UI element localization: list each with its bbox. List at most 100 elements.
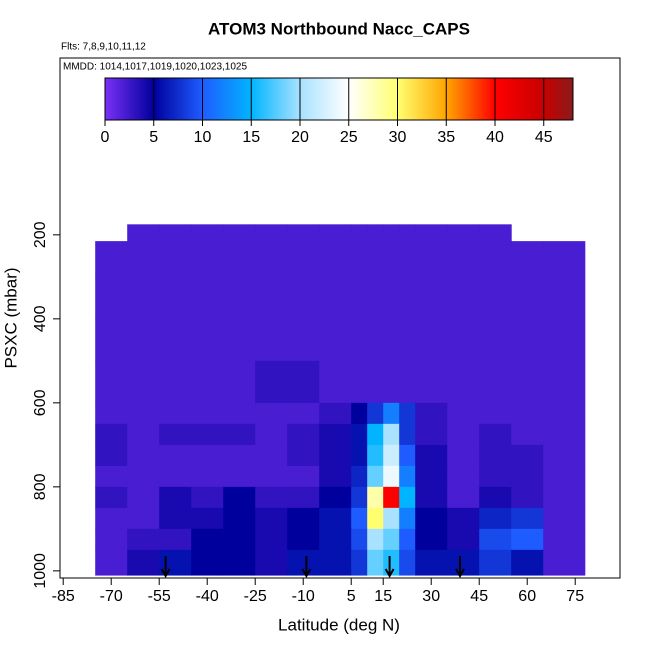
heat-cell	[511, 276, 544, 320]
heat-cell	[479, 528, 512, 551]
heat-cell	[399, 444, 416, 467]
heat-cell	[127, 402, 160, 425]
heat-cell	[255, 402, 288, 425]
heat-cell	[191, 507, 224, 530]
heat-cell	[127, 486, 160, 509]
heat-cell	[127, 241, 160, 278]
heat-cell	[95, 507, 128, 530]
heat-cell	[287, 241, 320, 278]
heat-cell	[351, 528, 368, 551]
colorbar-tick-label: 10	[194, 129, 212, 146]
arrow	[160, 556, 171, 579]
heat-cell	[479, 402, 512, 425]
heat-cell	[399, 528, 416, 551]
heat-cell	[287, 444, 320, 467]
heat-cell	[399, 507, 416, 530]
y-tick-label: 1000	[32, 553, 49, 589]
heat-cell	[367, 528, 384, 551]
heat-cell	[479, 444, 512, 467]
heat-cell	[511, 444, 544, 467]
heat-cell	[351, 507, 368, 530]
heat-cell	[127, 528, 160, 551]
heat-cell	[191, 444, 224, 467]
heat-cell	[383, 402, 400, 425]
x-tick-label: 75	[566, 588, 584, 605]
heat-cell	[511, 241, 544, 278]
heat-cell	[415, 465, 448, 488]
subtitle: Flts: 7,8,9,10,11,12	[61, 42, 146, 53]
heat-cell	[399, 276, 416, 320]
heat-cell	[159, 224, 192, 242]
heat-cell	[287, 423, 320, 446]
heat-cell	[479, 486, 512, 509]
heat-cell	[95, 444, 128, 467]
heat-cell	[543, 241, 586, 278]
x-tick-label: 30	[422, 588, 440, 605]
heat-cell	[543, 465, 586, 488]
heat-cell	[127, 549, 160, 576]
heat-cell	[191, 465, 224, 488]
heat-cell	[223, 528, 256, 551]
heat-cell	[415, 444, 448, 467]
heat-cell	[319, 402, 352, 425]
heat-cell	[223, 486, 256, 509]
heat-cell	[95, 486, 128, 509]
heat-cell	[399, 360, 416, 404]
heat-cell	[351, 318, 368, 362]
heat-cell	[287, 507, 320, 530]
heat-cell	[191, 549, 224, 576]
heat-cell	[95, 276, 128, 320]
heat-cell	[447, 402, 480, 425]
heat-cell	[511, 360, 544, 404]
heat-cell	[223, 276, 256, 320]
heat-cell	[543, 528, 586, 551]
heat-cell	[415, 360, 448, 404]
heat-cell	[447, 423, 480, 446]
heat-cell	[415, 318, 448, 362]
heat-cell	[223, 402, 256, 425]
heat-cell	[479, 507, 512, 530]
colorbar	[104, 77, 574, 121]
heat-cell	[383, 224, 400, 242]
heat-cell	[367, 318, 384, 362]
heat-cell	[223, 549, 256, 576]
heat-cell	[447, 444, 480, 467]
heat-cell	[127, 444, 160, 467]
heat-cell	[511, 402, 544, 425]
heat-cell	[543, 276, 586, 320]
heat-cell	[543, 402, 586, 425]
heat-cell	[255, 549, 288, 576]
heat-cell	[511, 549, 544, 576]
x-tick-label: -70	[100, 588, 123, 605]
y-tick-label: 800	[32, 473, 49, 500]
heat-cell	[367, 549, 384, 576]
heat-cell	[511, 507, 544, 530]
heat-cell	[447, 507, 480, 530]
heat-cell	[367, 444, 384, 467]
heat-cell	[479, 224, 512, 242]
heat-cell	[159, 507, 192, 530]
heat-cell	[159, 276, 192, 320]
heat-cell	[223, 224, 256, 242]
heat-cell	[223, 423, 256, 446]
heat-cell	[399, 402, 416, 425]
heat-cell	[543, 360, 586, 404]
arrow	[384, 556, 395, 579]
heat-cell	[223, 241, 256, 278]
x-tick-label: -25	[244, 588, 267, 605]
heat-cell	[319, 507, 352, 530]
heat-cell	[287, 318, 320, 362]
heat-cell	[479, 549, 512, 576]
heat-cell	[95, 423, 128, 446]
heat-cell	[319, 486, 352, 509]
heat-cell	[287, 486, 320, 509]
heat-cell	[95, 465, 128, 488]
heat-cell	[351, 486, 368, 509]
heat-cell	[511, 465, 544, 488]
heat-cell	[191, 224, 224, 242]
y-tick-label: 200	[32, 221, 49, 248]
heat-cell	[367, 224, 384, 242]
heat-cell	[223, 444, 256, 467]
heat-cell	[543, 507, 586, 530]
